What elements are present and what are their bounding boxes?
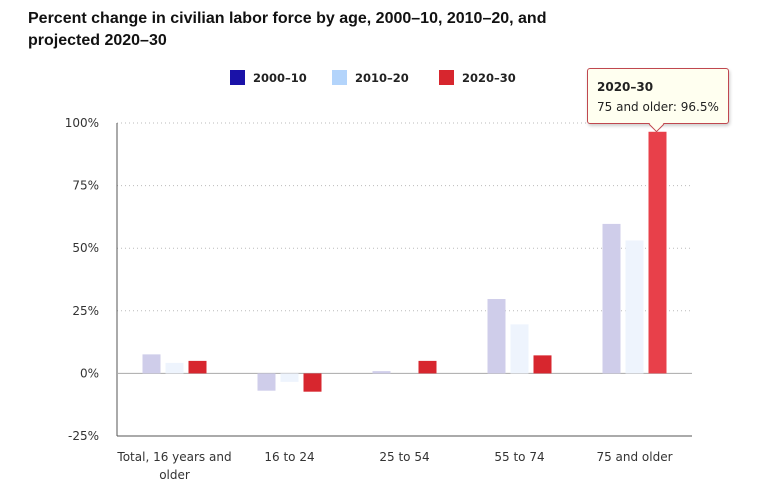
bar-202030-2[interactable] <box>418 360 437 374</box>
x-tick-label: older <box>159 468 190 482</box>
legend-label[interactable]: 2020–30 <box>462 71 516 85</box>
tooltip: 2020–30 75 and older: 96.5% <box>587 68 729 133</box>
bar-202030-4[interactable] <box>648 131 667 374</box>
tooltip-series: 2020–30 <box>597 80 654 94</box>
y-tick-label: 100% <box>65 116 99 130</box>
bar-201020-3[interactable] <box>510 324 529 374</box>
legend-label[interactable]: 2000–10 <box>253 71 307 85</box>
bar-202030-3[interactable] <box>533 355 552 374</box>
y-tick-label: 50% <box>72 241 99 255</box>
legend-swatch[interactable] <box>332 70 347 85</box>
bar-201020-1[interactable] <box>280 373 299 382</box>
bar-201020-0[interactable] <box>165 362 184 374</box>
bar-202030-0[interactable] <box>188 360 207 374</box>
x-tick-label: 25 to 54 <box>379 450 429 464</box>
bar-200010-1[interactable] <box>257 373 276 391</box>
bar-200010-3[interactable] <box>487 299 506 374</box>
legend-swatch[interactable] <box>439 70 454 85</box>
tooltip-value: 75 and older: 96.5% <box>597 100 719 114</box>
bar-200010-0[interactable] <box>142 354 161 374</box>
y-tick-label: 75% <box>72 179 99 193</box>
bar-200010-4[interactable] <box>602 223 621 374</box>
legend-label[interactable]: 2010–20 <box>355 71 409 85</box>
x-tick-label: 16 to 24 <box>264 450 314 464</box>
x-tick-label: 55 to 74 <box>494 450 544 464</box>
y-tick-label: 25% <box>72 304 99 318</box>
bar-202030-1[interactable] <box>303 373 322 392</box>
bar-201020-4[interactable] <box>625 240 644 374</box>
y-tick-label: -25% <box>68 429 99 443</box>
legend-swatch[interactable] <box>230 70 245 85</box>
bar-200010-2[interactable] <box>372 371 391 374</box>
y-tick-label: 0% <box>80 366 99 380</box>
x-tick-label: 75 and older <box>596 450 672 464</box>
chart-title: Percent change in civilian labor force b… <box>28 10 547 49</box>
x-tick-label: Total, 16 years and <box>116 450 231 464</box>
